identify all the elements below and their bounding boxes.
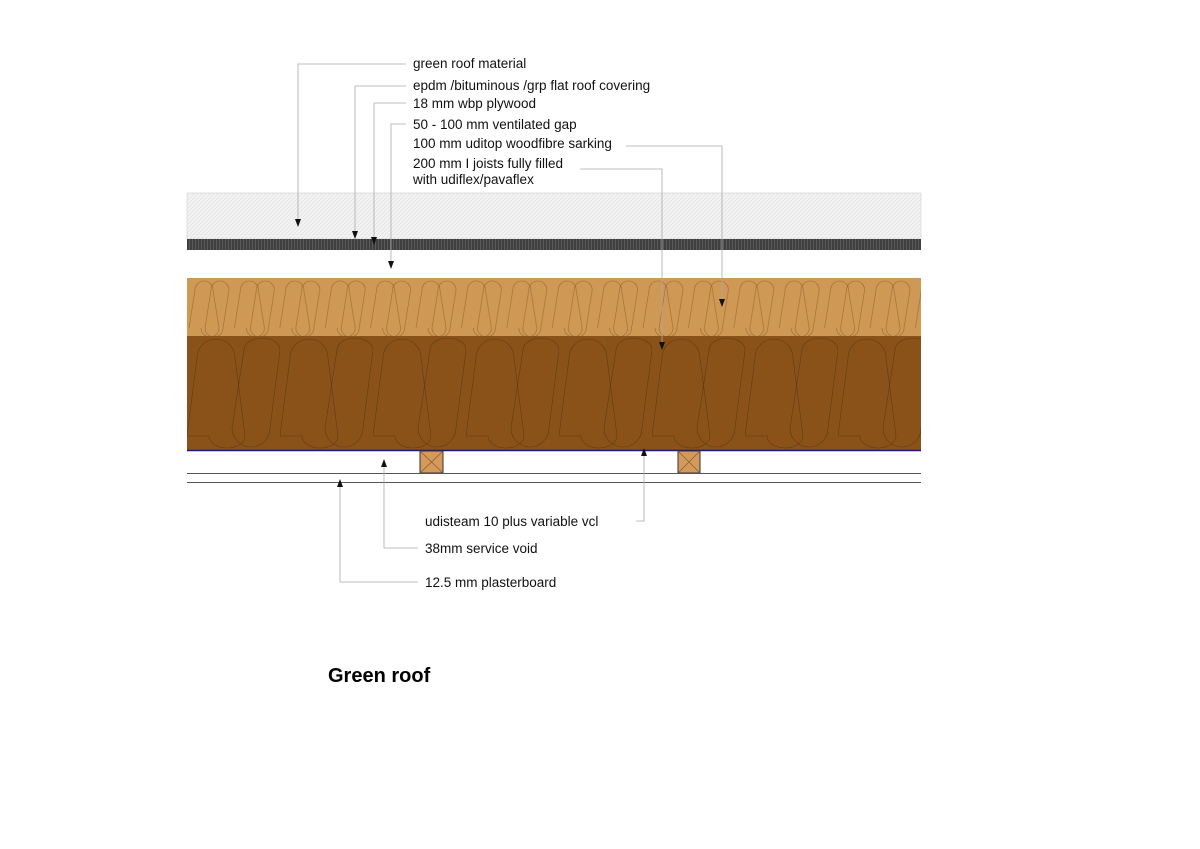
arrow-icon: [352, 231, 358, 239]
arrow-icon: [371, 237, 377, 245]
arrow-icon: [337, 479, 343, 487]
leader-epdm: [354, 85, 406, 234]
label-sarking: 100 mm uditop woodfibre sarking: [413, 136, 612, 151]
leader-sarking: [626, 145, 723, 302]
batten: [677, 450, 701, 474]
leader-green-roof: [297, 63, 406, 220]
arrow-icon: [388, 261, 394, 269]
leader-joists: [580, 168, 663, 345]
arrow-icon: [381, 459, 387, 467]
arrow-icon: [295, 219, 301, 227]
leader-gap: [390, 123, 406, 264]
membrane-plywood-layer: [187, 239, 921, 250]
label-gap: 50 - 100 mm ventilated gap: [413, 117, 577, 132]
label-service-void: 38mm service void: [425, 541, 538, 556]
green-roof-layer: [186, 192, 922, 240]
arrow-icon: [719, 299, 725, 307]
woodfibre-sarking-layer: [187, 278, 921, 336]
label-plywood: 18 mm wbp plywood: [413, 96, 537, 111]
leader-plywood: [373, 102, 406, 240]
arrow-icon: [641, 448, 647, 456]
insulation-joist-layer: [187, 336, 921, 450]
label-joists: 200 mm I joists fully filled: [413, 156, 564, 171]
label-vcl: udisteam 10 plus variable vcl: [425, 514, 599, 529]
label-joists-cont: with udiflex/pavaflex: [413, 172, 534, 187]
leader-service-void: [383, 462, 418, 549]
label-plasterboard: 12.5 mm plasterboard: [425, 575, 557, 590]
batten: [419, 450, 444, 474]
label-green-roof: green roof material: [413, 56, 527, 71]
leader-plasterboard: [339, 482, 418, 583]
diagram-title: Green roof: [328, 665, 431, 687]
leader-vcl: [636, 453, 645, 522]
arrow-icon: [659, 342, 665, 350]
label-epdm: epdm /bituminous /grp flat roof covering: [413, 78, 651, 93]
